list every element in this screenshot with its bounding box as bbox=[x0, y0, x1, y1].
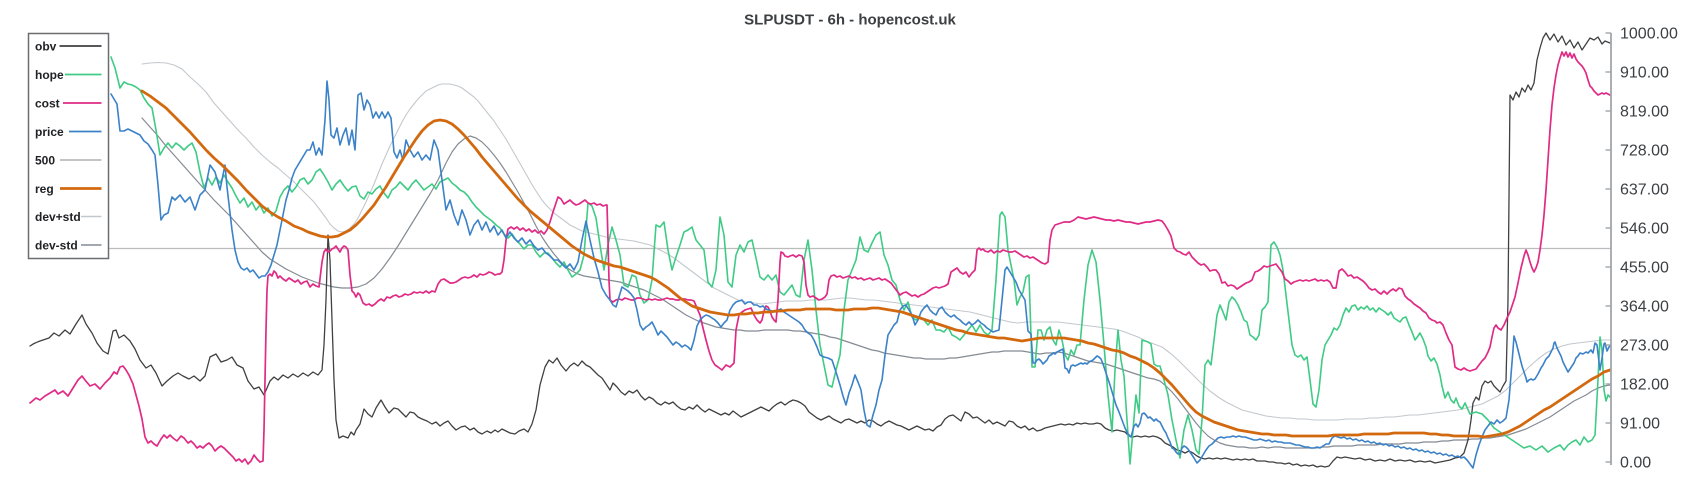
svg-text:273.00: 273.00 bbox=[1620, 338, 1669, 355]
svg-text:910.00: 910.00 bbox=[1620, 65, 1669, 82]
svg-text:819.00: 819.00 bbox=[1620, 104, 1669, 121]
svg-text:reg: reg bbox=[35, 182, 54, 196]
svg-text:hope: hope bbox=[35, 68, 64, 82]
svg-text:182.00: 182.00 bbox=[1620, 377, 1669, 394]
svg-text:cost: cost bbox=[35, 97, 60, 111]
svg-text:546.00: 546.00 bbox=[1620, 221, 1669, 238]
svg-text:364.00: 364.00 bbox=[1620, 299, 1669, 316]
svg-text:91.00: 91.00 bbox=[1620, 416, 1660, 433]
svg-text:1000.00: 1000.00 bbox=[1620, 26, 1678, 43]
svg-text:500: 500 bbox=[35, 154, 55, 168]
svg-text:dev+std: dev+std bbox=[35, 210, 81, 224]
svg-text:728.00: 728.00 bbox=[1620, 143, 1669, 160]
svg-text:price: price bbox=[35, 125, 64, 139]
svg-text:dev-std: dev-std bbox=[35, 239, 78, 253]
svg-text:obv: obv bbox=[35, 40, 57, 54]
svg-text:637.00: 637.00 bbox=[1620, 182, 1669, 199]
svg-text:0.00: 0.00 bbox=[1620, 455, 1651, 472]
svg-text:455.00: 455.00 bbox=[1620, 260, 1669, 277]
svg-text:SLPUSDT - 6h - hopencost.uk: SLPUSDT - 6h - hopencost.uk bbox=[744, 12, 956, 29]
